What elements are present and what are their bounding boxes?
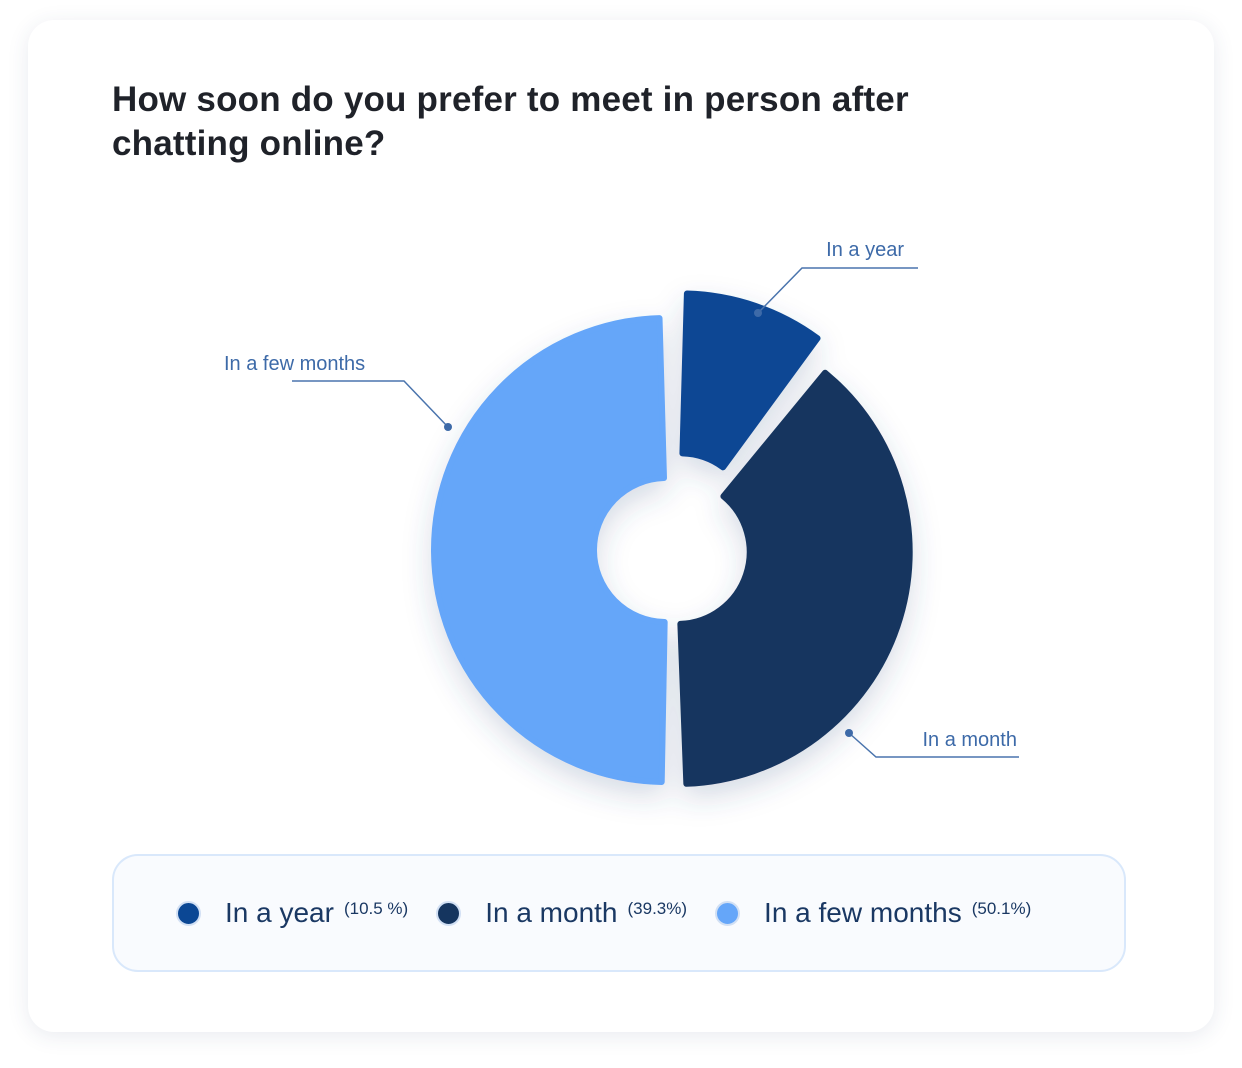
legend-item-in-a-month: In a month (39.3%) — [436, 897, 687, 929]
callout-dot-in-a-year — [754, 309, 762, 317]
callout-dot-in-a-few-months — [444, 423, 452, 431]
slice-label-in-a-month: In a month — [922, 729, 1017, 751]
callout-in-a-few-months: In a few months — [224, 353, 452, 431]
legend-swatch-in-a-month — [436, 900, 462, 926]
slice-in-a-year — [679, 290, 821, 471]
donut-slices — [431, 290, 913, 787]
callout-line-in-a-month — [848, 732, 1019, 758]
legend-percent: (39.3%) — [627, 899, 688, 918]
legend-percent: (10.5 %) — [343, 899, 409, 918]
legend-item-in-a-year: In a year (10.5 %) — [176, 897, 408, 929]
callout-dot-in-a-month — [845, 729, 853, 737]
callout-in-a-year: In a year — [754, 239, 918, 317]
callout-in-a-month: In a month — [845, 729, 1019, 758]
legend-item-in-a-few-months: In a few months (50.1%) — [715, 897, 1031, 929]
legend-swatch-in-a-year — [176, 900, 201, 926]
slice-in-a-few-months — [431, 315, 668, 785]
legend-swatch-in-a-few-months — [715, 900, 741, 926]
callout-line-in-a-year — [757, 267, 918, 314]
slice-in-a-month — [677, 369, 913, 787]
chart-title: How soon do you prefer to meet in person… — [112, 80, 909, 163]
donut-chart: In a year In a month In a few months — [224, 239, 1019, 787]
legend-label: In a month — [485, 897, 618, 928]
slice-label-in-a-year: In a year — [826, 239, 904, 261]
slice-label-in-a-few-months: In a few months — [224, 353, 365, 375]
callout-line-in-a-few-months — [292, 380, 449, 428]
legend-percent: (50.1%) — [971, 899, 1032, 918]
chart-legend: In a year (10.5 %) In a month (39.3%) In… — [112, 854, 1126, 972]
legend-label: In a few months — [764, 897, 962, 928]
legend-label: In a year — [225, 897, 334, 928]
